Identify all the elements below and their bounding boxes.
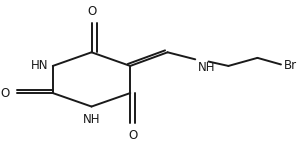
Text: Br: Br xyxy=(284,59,297,72)
Text: O: O xyxy=(87,5,96,18)
Text: O: O xyxy=(128,129,137,142)
Text: O: O xyxy=(1,87,10,100)
Text: NH: NH xyxy=(83,113,100,126)
Text: NH: NH xyxy=(198,61,215,74)
Text: HN: HN xyxy=(31,59,49,72)
